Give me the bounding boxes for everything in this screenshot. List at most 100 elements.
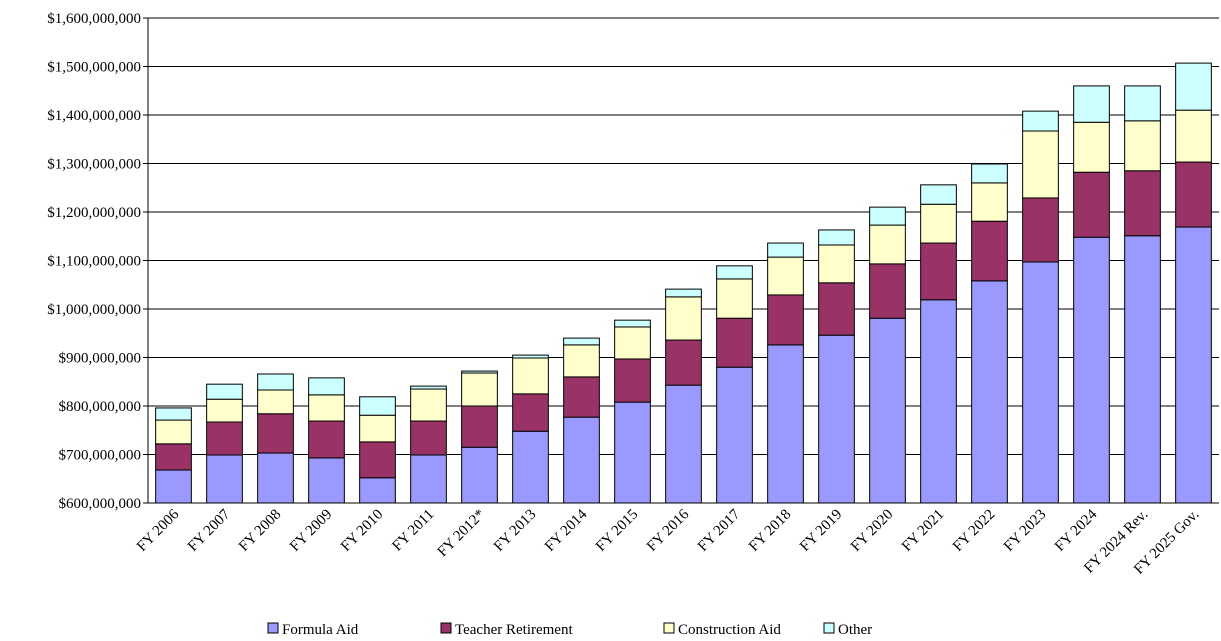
x-tick-label: FY 2014	[542, 506, 591, 555]
bar-segment	[206, 421, 243, 456]
bar-segment	[869, 224, 906, 265]
bar-segment	[155, 407, 192, 421]
y-tick-label: $1,400,000,000	[47, 108, 141, 124]
bar-segment	[359, 441, 396, 479]
bar-segment	[563, 344, 600, 378]
bar-segment	[614, 326, 651, 360]
bar-segment	[767, 344, 804, 504]
bar-segment	[308, 377, 345, 396]
bar-segment	[206, 398, 243, 423]
y-tick-label: $800,000,000	[59, 399, 142, 415]
bar-segment	[767, 294, 804, 346]
bar-segment	[155, 419, 192, 445]
bar-segment	[257, 389, 294, 415]
bar-segment	[1073, 236, 1110, 504]
legend-label: Other	[838, 622, 872, 638]
x-tick-label: FY 2017	[695, 506, 744, 555]
bar-segment	[971, 182, 1008, 222]
bar-segment	[1073, 171, 1110, 238]
legend-label: Teacher Retirement	[455, 622, 573, 638]
bar-segment	[665, 384, 702, 504]
bar-segment	[716, 278, 753, 319]
bar-segment	[512, 354, 549, 359]
legend-label: Formula Aid	[282, 622, 359, 638]
y-tick-label: $1,000,000,000	[47, 302, 141, 318]
bar-segment	[1175, 226, 1212, 504]
bar-segment	[461, 446, 498, 504]
bar-segment	[716, 317, 753, 368]
bar-segment	[512, 430, 549, 504]
bar-segment	[869, 206, 906, 226]
bar-segment	[971, 220, 1008, 282]
bar-segment	[563, 337, 600, 346]
x-tick-label: FY 2015	[593, 507, 641, 555]
bar-segment	[308, 457, 345, 504]
bar-segment	[257, 373, 294, 391]
bar-segment	[971, 280, 1008, 504]
bar-segment	[920, 203, 957, 244]
x-tick-label: FY 2009	[287, 507, 335, 555]
y-tick-label: $1,200,000,000	[47, 205, 141, 221]
bar-segment	[920, 242, 957, 301]
x-tick-label: FY 2016	[644, 506, 693, 555]
bar-segment	[818, 282, 855, 336]
legend-swatch	[440, 622, 452, 634]
bar-segment	[410, 385, 447, 390]
legend-label: Construction Aid	[678, 622, 781, 638]
bar-segment	[767, 242, 804, 258]
bar-segment	[920, 299, 957, 504]
bar-segment	[716, 265, 753, 280]
bar-segment	[563, 416, 600, 504]
bar-segment	[1124, 235, 1161, 504]
bar-segment	[1124, 85, 1161, 122]
bar-segment	[716, 366, 753, 504]
bar-segment	[410, 388, 447, 422]
bar-segment	[971, 163, 1008, 184]
bar-segment	[1022, 197, 1059, 263]
y-tick-label: $900,000,000	[59, 351, 142, 367]
bar-segment	[869, 317, 906, 504]
x-tick-label: FY 2018	[746, 507, 794, 555]
bar-segment	[461, 370, 498, 374]
x-tick-label: FY 2011	[389, 507, 437, 555]
bar-segment	[359, 477, 396, 504]
bar-segment	[614, 358, 651, 403]
bar-segment	[410, 454, 447, 504]
y-tick-label: $1,500,000,000	[47, 60, 141, 76]
x-tick-label: FY 2007	[185, 506, 234, 555]
bar-segment	[818, 244, 855, 284]
y-tick-label: $1,600,000,000	[47, 11, 141, 27]
x-tick-label: FY 2019	[797, 507, 845, 555]
bar-segment	[1175, 62, 1212, 111]
bar-segment	[563, 376, 600, 418]
x-tick-label: FY 2012*	[435, 507, 489, 561]
bar-segment	[359, 396, 396, 416]
bar-segment	[308, 420, 345, 459]
bar-segment	[155, 443, 192, 471]
legend-swatch	[823, 622, 835, 634]
bar-segment	[818, 334, 855, 504]
bar-segment	[1073, 85, 1110, 123]
bar-segment	[1124, 170, 1161, 237]
y-tick-label: $1,100,000,000	[47, 254, 141, 270]
x-tick-label: FY 2010	[338, 507, 386, 555]
x-tick-label: FY 2013	[491, 507, 539, 555]
bar-segment	[1022, 110, 1059, 132]
bar-segment	[206, 454, 243, 504]
y-tick-label: $1,300,000,000	[47, 157, 141, 173]
x-tick-label: FY 2023	[1001, 507, 1049, 555]
x-tick-label: FY 2006	[134, 506, 183, 555]
bar-segment	[1073, 121, 1110, 173]
x-tick-label: FY 2008	[236, 507, 284, 555]
bar-segment	[206, 383, 243, 400]
bar-segment	[257, 452, 294, 504]
y-tick-label: $700,000,000	[59, 448, 142, 464]
bar-segment	[665, 296, 702, 341]
bar-segment	[359, 414, 396, 443]
bar-segment	[512, 357, 549, 395]
bar-segment	[614, 401, 651, 504]
x-tick-label: FY 2022	[950, 507, 998, 555]
bar-segment	[818, 229, 855, 246]
x-tick-label: FY 2024	[1052, 506, 1101, 555]
